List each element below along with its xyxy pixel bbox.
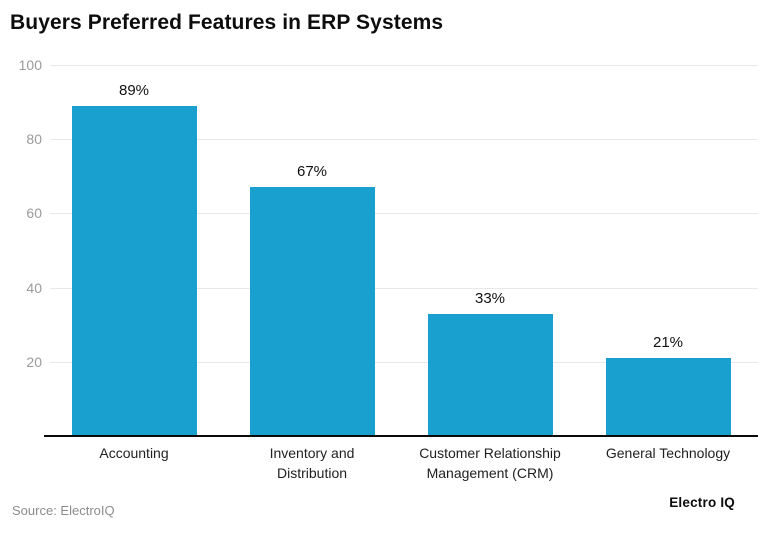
value-label-inventory-and-distribution: 67% (296, 163, 328, 181)
category-label-general-technology: General Technology (605, 445, 731, 461)
category-label-accounting: Accounting (99, 445, 169, 461)
y-tick-40: 40 (26, 279, 42, 296)
category-label-inventory-and-distribution: Inventory and Distribution (269, 445, 355, 481)
source-note: Source: ElectroIQ (12, 503, 115, 518)
gridline-60 (50, 213, 758, 215)
y-tick-80: 80 (26, 131, 42, 148)
bar-general-technology (605, 358, 731, 436)
gridline-100 (50, 65, 758, 66)
bar-inventory-and-distribution (249, 187, 375, 436)
brand-logo: Electro IQ (669, 495, 735, 510)
gridline-20 (50, 361, 758, 363)
bar-accounting (71, 105, 197, 436)
value-label-general-technology: 21% (652, 334, 684, 352)
y-tick-20: 20 (26, 353, 42, 370)
y-tick-100: 100 (18, 57, 42, 73)
gridline-40 (50, 287, 758, 289)
gridline-80 (50, 139, 758, 141)
x-axis-line (44, 435, 758, 437)
chart-title: Buyers Preferred Features in ERP Systems (10, 11, 444, 34)
value-label-accounting: 89% (118, 81, 150, 99)
category-label-customer-relationship-management-crm: Customer Relationship Management (CRM) (419, 445, 561, 481)
bar-customer-relationship-management-crm (427, 313, 553, 436)
value-label-customer-relationship-management-crm: 33% (474, 289, 506, 307)
y-tick-60: 60 (26, 205, 42, 222)
